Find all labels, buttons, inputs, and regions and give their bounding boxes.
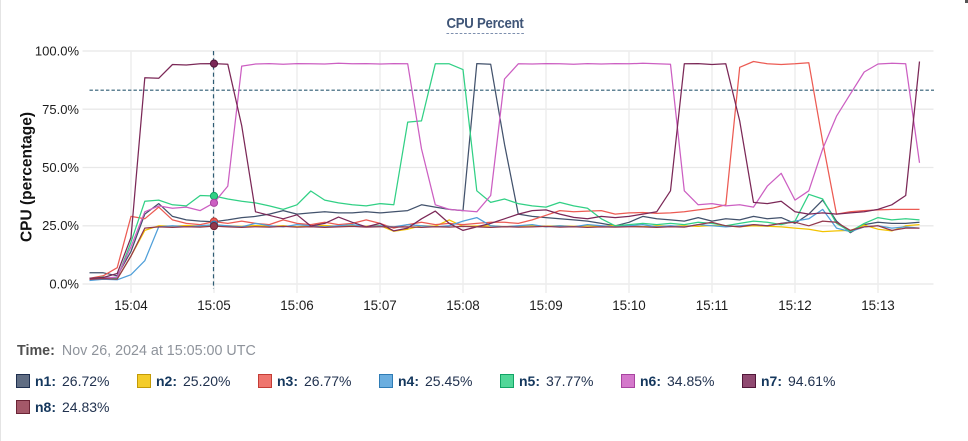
svg-text:15:07: 15:07 xyxy=(363,298,397,313)
svg-text:15:06: 15:06 xyxy=(280,298,314,313)
svg-text:50.0%: 50.0% xyxy=(42,160,79,175)
svg-text:15:08: 15:08 xyxy=(446,298,480,313)
svg-text:15:10: 15:10 xyxy=(612,298,646,313)
svg-text:15:11: 15:11 xyxy=(696,298,729,313)
svg-text:15:12: 15:12 xyxy=(778,298,812,313)
svg-text:15:04: 15:04 xyxy=(114,298,148,313)
svg-text:15:09: 15:09 xyxy=(529,298,563,313)
svg-text:100.0%: 100.0% xyxy=(35,44,80,59)
svg-text:CPU (percentage): CPU (percentage) xyxy=(19,112,36,242)
svg-text:25.0%: 25.0% xyxy=(42,218,79,233)
svg-text:0.0%: 0.0% xyxy=(49,277,79,292)
svg-text:15:05: 15:05 xyxy=(197,298,231,313)
svg-text:75.0%: 75.0% xyxy=(42,102,79,117)
svg-text:15:13: 15:13 xyxy=(861,298,895,313)
